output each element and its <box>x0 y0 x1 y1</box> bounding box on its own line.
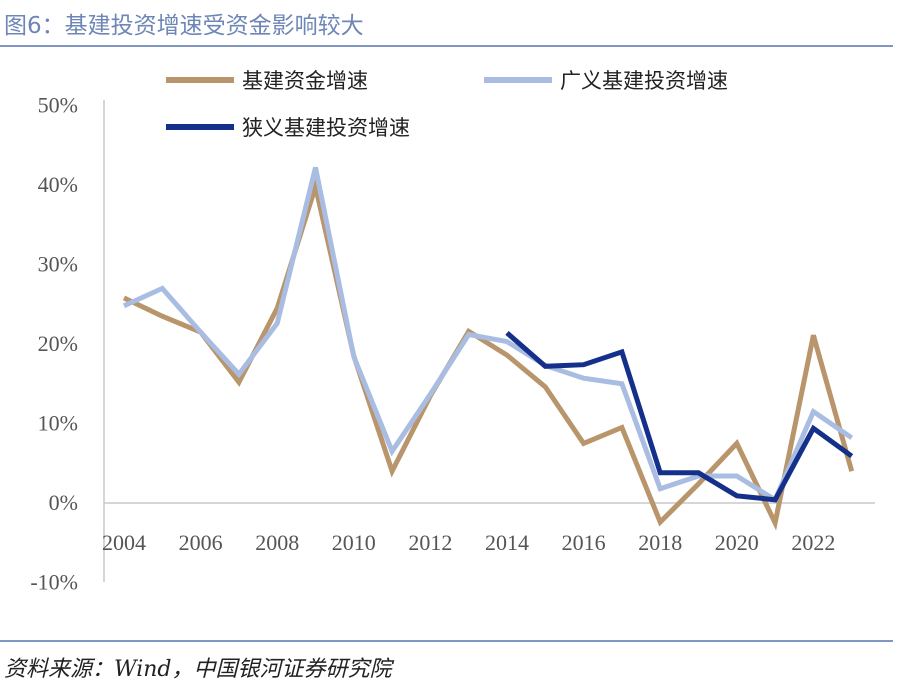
x-tick-label: 2012 <box>408 530 452 555</box>
y-tick-label: 40% <box>38 172 78 197</box>
legend-item: 基建资金增速 <box>166 69 368 93</box>
x-tick-label: 2006 <box>179 530 223 555</box>
source-note: 资料来源：Wind，中国银河证券研究院 <box>4 657 392 682</box>
legend-item: 广义基建投资增速 <box>484 69 728 93</box>
x-tick-labels: 2004 2006 2008 2010 2012 2014 2016 2018 2020 2022 <box>102 530 835 555</box>
x-tick-label: 2018 <box>638 530 682 555</box>
y-tick-labels: 50% 40% 30% 20% 10% 0% -10% <box>30 93 78 595</box>
y-tick-label: 20% <box>38 331 78 356</box>
series-lines <box>122 166 855 531</box>
series-line <box>122 177 855 531</box>
footer-divider <box>0 640 893 642</box>
legend-label: 广义基建投资增速 <box>560 69 728 93</box>
series-1 <box>122 177 855 531</box>
x-tick-label: 2016 <box>562 530 606 555</box>
legend-label: 基建资金增速 <box>242 69 368 93</box>
y-tick-label: -10% <box>30 570 78 595</box>
title-divider <box>0 45 893 47</box>
legend-label: 狭义基建投资增速 <box>242 116 410 140</box>
x-tick-label: 2010 <box>332 530 376 555</box>
y-tick-label: 0% <box>49 490 78 515</box>
series-2 <box>122 166 854 504</box>
y-tick-label: 30% <box>38 252 78 277</box>
y-tick-label: 50% <box>38 93 78 118</box>
y-tick-label: 10% <box>38 411 78 436</box>
series-3 <box>505 331 854 503</box>
series-line <box>122 166 854 504</box>
x-tick-label: 2004 <box>102 530 146 555</box>
figure-title: 图6：基建投资增速受资金影响较大 <box>4 13 364 39</box>
legend-item: 狭义基建投资增速 <box>166 116 410 140</box>
series-line <box>505 331 854 503</box>
x-tick-label: 2014 <box>485 530 529 555</box>
x-tick-label: 2022 <box>791 530 835 555</box>
x-tick-label: 2008 <box>255 530 299 555</box>
x-tick-label: 2020 <box>715 530 759 555</box>
